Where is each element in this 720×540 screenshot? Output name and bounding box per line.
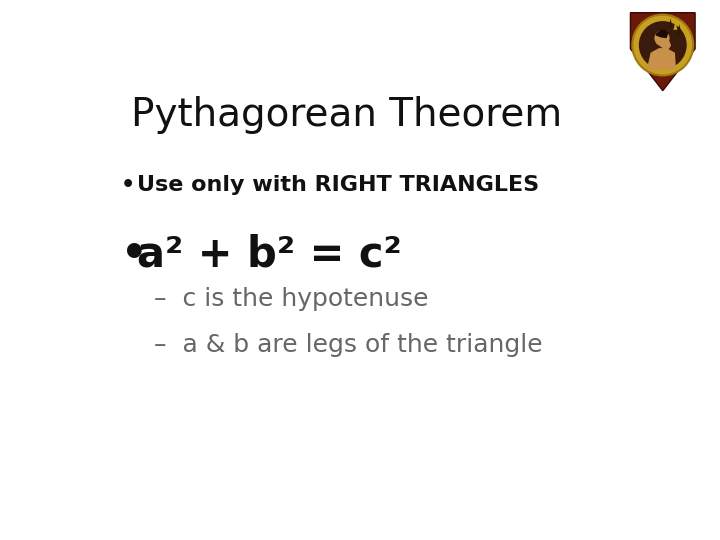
Polygon shape [656,38,671,51]
Polygon shape [668,18,672,28]
Circle shape [654,31,670,46]
Circle shape [639,21,687,69]
Text: Use only with RIGHT TRIANGLES: Use only with RIGHT TRIANGLES [138,175,539,195]
Text: •: • [121,233,148,275]
Text: Pythagorean Theorem: Pythagorean Theorem [131,96,562,134]
Text: –  c is the hypotenuse: – c is the hypotenuse [154,287,428,311]
Polygon shape [647,48,676,70]
Text: a² + b² = c²: a² + b² = c² [138,233,402,275]
Circle shape [632,15,693,76]
PathPatch shape [631,13,695,91]
Polygon shape [656,30,668,38]
Text: •: • [121,175,135,195]
Polygon shape [673,21,678,30]
Polygon shape [678,24,681,33]
Text: –  a & b are legs of the triangle: – a & b are legs of the triangle [154,333,543,357]
